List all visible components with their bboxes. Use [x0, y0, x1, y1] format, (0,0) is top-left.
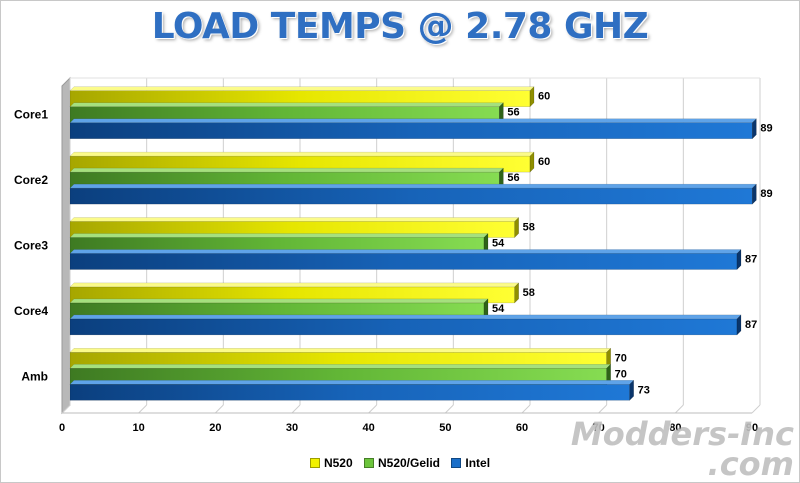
value-label-amb-n520-gelid: 70 [615, 368, 627, 380]
bar-top-core4-n520 [69, 282, 520, 288]
value-label-core4-n520-gelid: 54 [492, 303, 505, 315]
bar-top-core3-n520-gelid [69, 233, 489, 238]
value-label-core1-n520-gelid: 56 [507, 107, 519, 119]
bar-end-core1-intel [752, 118, 757, 140]
bar-top-amb-intel [69, 380, 635, 385]
bar-end-core4-n520 [514, 282, 519, 304]
bar-core2-intel [69, 187, 753, 205]
bar-top-core1-n520 [69, 86, 535, 91]
gridline-floor [751, 404, 761, 414]
bar-top-core4-n520-gelid [69, 298, 489, 304]
x-tick-label: 80 [669, 422, 681, 434]
value-label-core3-n520-gelid: 54 [492, 238, 505, 250]
bar-top-core2-n520 [69, 151, 535, 157]
legend-label-intel: Intel [465, 456, 491, 470]
legend-label-n520: N520 [323, 456, 353, 470]
value-label-core4-n520: 58 [523, 287, 535, 299]
value-label-amb-intel: 73 [638, 384, 650, 396]
x-tick-label: 50 [439, 422, 451, 434]
bar-top-core1-n520-gelid [69, 102, 504, 107]
legend-item-intel: Intel [451, 456, 490, 470]
value-label-core4-intel: 87 [745, 319, 757, 331]
legend-item-n520: N520 [309, 456, 353, 470]
watermark-line2: .com [707, 445, 794, 483]
value-label-core2-intel: 89 [760, 188, 772, 200]
legend-label-n520-gelid: N520/Gelid [377, 456, 441, 470]
value-label-core2-n520: 60 [538, 156, 550, 168]
gridline-floor [444, 404, 454, 414]
category-label-core1: Core1 [14, 108, 48, 122]
value-label-amb-n520: 70 [615, 352, 627, 364]
bar-top-core4-intel [69, 314, 742, 320]
x-tick-label: 20 [209, 422, 221, 434]
value-label-core1-n520: 60 [538, 91, 550, 103]
x-tick-label: 90 [746, 422, 758, 434]
bar-top-amb-n520-gelid [69, 364, 612, 369]
x-tick-label: 10 [133, 422, 145, 434]
x-tick-label: 30 [286, 422, 298, 434]
bar-end-core3-n520 [514, 216, 519, 239]
category-label-core3: Core3 [14, 239, 48, 253]
labels-layer: 0 10 20 30 40 50 60 70 80 90 Core1 60 56 89 Core2 60 56 8… [14, 91, 773, 434]
legend: N520 N520/Gelid Intel [0, 456, 800, 471]
category-label-amb: Amb [21, 369, 48, 383]
gridline-floor [598, 404, 608, 414]
bar-top-core2-intel [69, 183, 757, 189]
gridline-floor [214, 404, 224, 414]
bar-core1-intel [69, 122, 753, 139]
bar-end-amb-intel [629, 379, 634, 401]
bar-end-core2-n520 [529, 151, 535, 173]
bar-top-core3-intel [69, 249, 742, 254]
bar-core3-intel [69, 253, 738, 270]
legend-swatch-intel [451, 458, 462, 468]
gridline-floor [61, 404, 71, 414]
value-label-core1-intel: 89 [760, 123, 772, 135]
x-tick-label: 70 [593, 422, 605, 434]
gridline-floor [674, 404, 684, 414]
legend-item-n520-gelid: N520/Gelid [363, 456, 441, 470]
bar-end-core4-intel [736, 314, 742, 336]
gridline-floor [521, 404, 531, 414]
bar-core4-intel [69, 318, 738, 336]
legend-swatch-n520 [309, 458, 320, 468]
bar-end-core3-intel [736, 248, 742, 271]
bar-top-amb-n520 [69, 348, 612, 353]
bar-end-core1-n520 [529, 86, 535, 108]
bars-layer [69, 86, 757, 401]
gridline-floor [138, 404, 148, 414]
watermark: Modders-Inc .com [570, 415, 794, 483]
bar-end-core2-intel [752, 183, 757, 205]
value-label-core3-intel: 87 [745, 254, 757, 266]
bar-top-core2-n520-gelid [69, 167, 504, 173]
value-label-core2-n520-gelid: 56 [507, 172, 519, 184]
category-label-core2: Core2 [14, 173, 48, 187]
axis-side-wall [61, 76, 71, 415]
x-tick-label: 60 [516, 422, 528, 434]
x-tick-label: 40 [363, 422, 375, 434]
watermark-line1: Modders-Inc [570, 415, 794, 453]
category-label-core4: Core4 [14, 304, 48, 318]
bar-top-core1-intel [69, 118, 757, 123]
bar-amb-intel [69, 384, 630, 401]
gridline-floor [291, 404, 301, 414]
bar-top-core3-n520 [69, 217, 520, 222]
value-label-core3-n520: 58 [523, 222, 535, 234]
gridline-floor [368, 404, 378, 414]
x-tick-label: 0 [59, 422, 65, 434]
chart-title: LOAD TEMPS @ 2.78 GHZ [151, 6, 649, 47]
legend-swatch-n520-gelid [363, 458, 374, 468]
